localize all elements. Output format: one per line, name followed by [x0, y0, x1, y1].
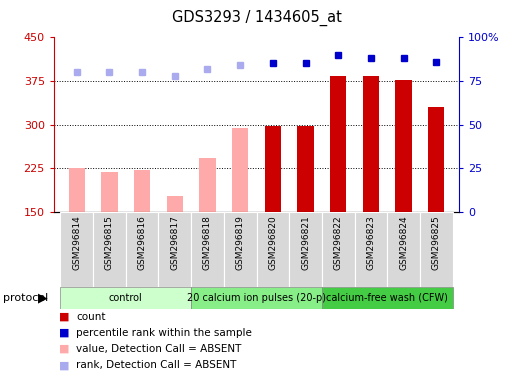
- Text: GSM296821: GSM296821: [301, 215, 310, 270]
- Bar: [191, 287, 322, 309]
- Text: GDS3293 / 1434605_at: GDS3293 / 1434605_at: [171, 10, 342, 26]
- Text: ▶: ▶: [38, 291, 48, 305]
- Bar: [289, 212, 322, 287]
- Bar: [167, 196, 183, 212]
- Text: control: control: [109, 293, 143, 303]
- Bar: [396, 80, 412, 212]
- Bar: [420, 212, 452, 287]
- Text: ■: ■: [59, 328, 69, 338]
- Text: GSM296818: GSM296818: [203, 215, 212, 270]
- Bar: [387, 212, 420, 287]
- Text: ■: ■: [59, 344, 69, 354]
- Text: GSM296824: GSM296824: [399, 215, 408, 270]
- Text: ■: ■: [59, 312, 69, 322]
- Text: GSM296817: GSM296817: [170, 215, 179, 270]
- Text: GSM296823: GSM296823: [366, 215, 376, 270]
- Bar: [322, 287, 452, 309]
- Bar: [134, 170, 150, 212]
- Text: calcium-free wash (CFW): calcium-free wash (CFW): [326, 293, 448, 303]
- Text: count: count: [76, 312, 106, 322]
- Bar: [61, 287, 191, 309]
- Bar: [322, 212, 354, 287]
- Text: GSM296815: GSM296815: [105, 215, 114, 270]
- Text: protocol: protocol: [3, 293, 48, 303]
- Bar: [93, 212, 126, 287]
- Bar: [363, 76, 379, 212]
- Bar: [265, 126, 281, 212]
- Text: GSM296820: GSM296820: [268, 215, 278, 270]
- Bar: [159, 212, 191, 287]
- Bar: [191, 212, 224, 287]
- Text: ■: ■: [59, 360, 69, 370]
- Bar: [126, 212, 159, 287]
- Text: value, Detection Call = ABSENT: value, Detection Call = ABSENT: [76, 344, 241, 354]
- Bar: [101, 172, 117, 212]
- Bar: [354, 212, 387, 287]
- Bar: [428, 107, 444, 212]
- Bar: [232, 127, 248, 212]
- Text: GSM296819: GSM296819: [235, 215, 245, 270]
- Text: GSM296814: GSM296814: [72, 215, 81, 270]
- Bar: [61, 212, 93, 287]
- Bar: [256, 212, 289, 287]
- Text: rank, Detection Call = ABSENT: rank, Detection Call = ABSENT: [76, 360, 236, 370]
- Text: 20 calcium ion pulses (20-p): 20 calcium ion pulses (20-p): [187, 293, 326, 303]
- Text: GSM296822: GSM296822: [334, 215, 343, 270]
- Text: percentile rank within the sample: percentile rank within the sample: [76, 328, 252, 338]
- Bar: [224, 212, 256, 287]
- Bar: [298, 126, 313, 212]
- Text: GSM296816: GSM296816: [137, 215, 147, 270]
- Text: GSM296825: GSM296825: [432, 215, 441, 270]
- Bar: [69, 168, 85, 212]
- Bar: [330, 76, 346, 212]
- Bar: [200, 158, 215, 212]
